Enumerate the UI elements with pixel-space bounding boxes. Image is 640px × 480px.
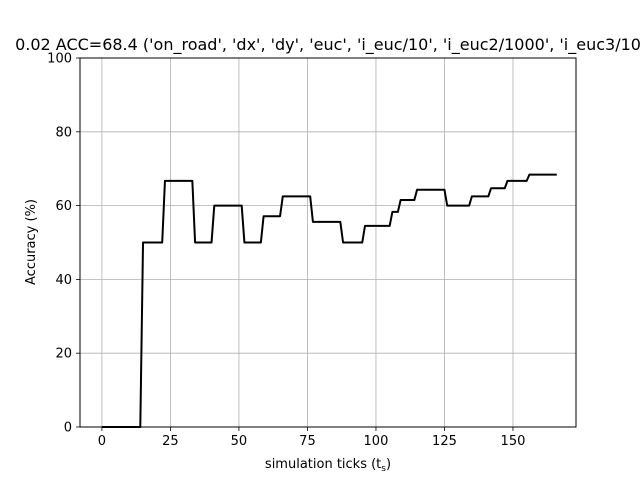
x-axis-label-subscript: s xyxy=(381,464,386,474)
x-tick-label: 100 xyxy=(364,434,389,449)
x-tick-label: 150 xyxy=(501,434,526,449)
series-layer xyxy=(101,173,557,428)
accuracy-series-line xyxy=(101,173,557,428)
x-axis-ticks: 0 25 50 75 100 125 150 xyxy=(98,427,526,449)
plot-area-frame xyxy=(79,57,577,428)
x-tick-label: 50 xyxy=(231,434,248,449)
x-tick-label: 25 xyxy=(162,434,179,449)
x-tick-label: 0 xyxy=(98,434,106,449)
y-tick-label: 20 xyxy=(55,347,72,362)
y-tick-label: 100 xyxy=(47,52,72,67)
y-axis-ticks: 0 20 40 60 80 100 xyxy=(47,52,80,436)
y-tick-label: 60 xyxy=(55,199,72,214)
y-tick-label: 40 xyxy=(55,273,72,288)
x-axis-label-end: ) xyxy=(386,457,391,472)
y-tick-label: 80 xyxy=(55,125,72,140)
x-axis-label-main: simulation ticks (t xyxy=(265,457,381,472)
x-tick-label: 75 xyxy=(299,434,316,449)
x-tick-label: 125 xyxy=(432,434,457,449)
x-axis-label: simulation ticks (ts) xyxy=(265,457,391,474)
y-axis-label: Accuracy (%) xyxy=(24,199,39,285)
y-tick-label: 0 xyxy=(64,421,72,436)
chart-title: 0.02 ACC=68.4 ('on_road', 'dx', 'dy', 'e… xyxy=(15,35,640,55)
